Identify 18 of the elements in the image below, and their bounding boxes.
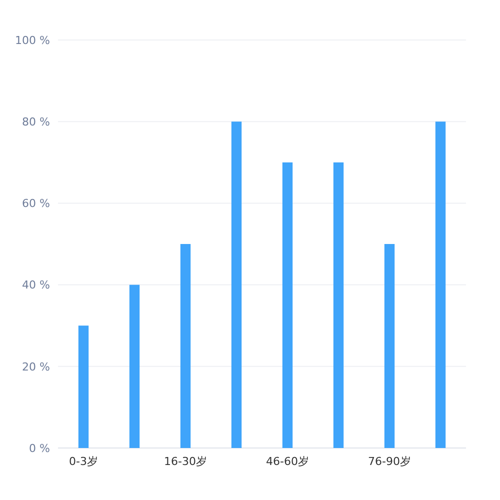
bar bbox=[435, 122, 446, 448]
bar bbox=[78, 326, 89, 448]
bar bbox=[333, 162, 344, 448]
y-tick-label: 40 % bbox=[22, 278, 50, 292]
bar bbox=[231, 122, 242, 448]
bar bbox=[180, 244, 191, 448]
x-tick-label: 16-30岁 bbox=[164, 455, 207, 468]
bar bbox=[129, 284, 140, 448]
bar bbox=[384, 244, 395, 448]
x-tick-label: 46-60岁 bbox=[266, 455, 309, 468]
y-tick-label: 100 % bbox=[15, 34, 50, 47]
x-tick-label: 0-3岁 bbox=[69, 455, 98, 468]
y-tick-label: 0 % bbox=[29, 442, 50, 455]
x-tick-label: 76-90岁 bbox=[368, 455, 411, 468]
y-tick-label: 20 % bbox=[22, 360, 50, 374]
bar bbox=[282, 162, 293, 448]
y-tick-label: 60 % bbox=[22, 197, 50, 210]
y-tick-label: 80 % bbox=[22, 115, 50, 128]
